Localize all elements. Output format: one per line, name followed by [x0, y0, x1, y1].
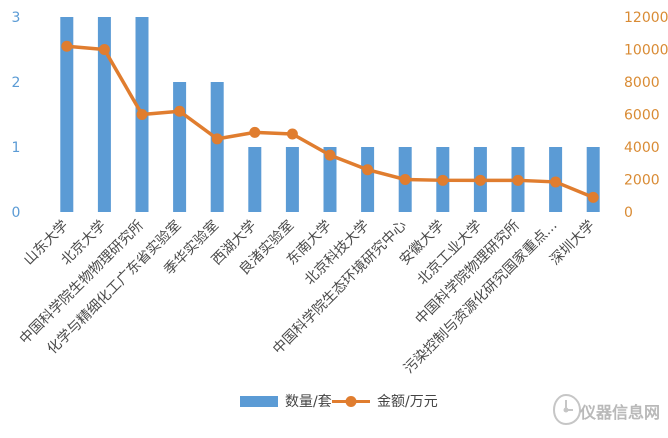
amount-point-12 [474, 174, 486, 186]
bar-5 [210, 82, 224, 212]
logo-icon [552, 393, 582, 426]
legend-label-bar: 数量/套 [285, 394, 332, 410]
bar-6 [248, 147, 262, 212]
y-right-tick-label: 2000 [624, 173, 660, 189]
amount-point-13 [512, 174, 524, 186]
y-left-ticks: 0 1 2 3 [12, 10, 21, 221]
amount-point-14 [550, 176, 562, 188]
amount-point-7 [286, 128, 298, 140]
amount-point-5 [211, 133, 223, 145]
legend: 数量/套 金额/万元 [240, 394, 438, 410]
bar-9 [361, 147, 375, 212]
bar-8 [323, 147, 337, 212]
legend-label-line: 金额/万元 [377, 394, 438, 410]
y-right-tick-label: 0 [624, 205, 633, 221]
bar-7 [285, 147, 299, 212]
legend-swatch-bar [240, 396, 278, 407]
amount-point-11 [437, 174, 449, 186]
y-right-ticks: 0 2000 4000 6000 8000 10000 12000 [624, 10, 668, 221]
bar-2 [97, 17, 111, 212]
y-left-tick-label: 3 [12, 10, 21, 26]
y-left-tick-label: 0 [12, 205, 21, 221]
amount-point-6 [249, 126, 261, 138]
y-right-tick-label: 12000 [624, 10, 668, 26]
bar-4 [173, 82, 187, 212]
y-left-tick-label: 2 [12, 75, 21, 91]
y-right-tick-label: 8000 [624, 75, 660, 91]
legend-swatch-line-marker [345, 396, 357, 407]
watermark: 仪器信息网 [552, 393, 660, 426]
watermark-text: 仪器信息网 [579, 403, 660, 422]
x-labels: 山东大学北京大学中国科学院生物物理研究所化学与精细化工广东省实验室季华实验室西湖… [17, 217, 598, 377]
amount-point-15 [587, 191, 599, 203]
amount-point-3 [136, 109, 148, 120]
line-series [61, 40, 599, 203]
amount-point-2 [98, 44, 110, 55]
y-left-tick-label: 1 [12, 140, 21, 156]
bar-1 [60, 17, 74, 212]
amount-point-10 [399, 174, 411, 185]
y-right-tick-label: 4000 [624, 140, 660, 156]
amount-point-1 [61, 40, 73, 52]
y-right-tick-label: 10000 [624, 43, 668, 59]
amount-point-9 [362, 164, 374, 176]
amount-point-4 [174, 105, 186, 117]
amount-point-8 [324, 149, 336, 161]
y-right-tick-label: 6000 [624, 108, 660, 124]
